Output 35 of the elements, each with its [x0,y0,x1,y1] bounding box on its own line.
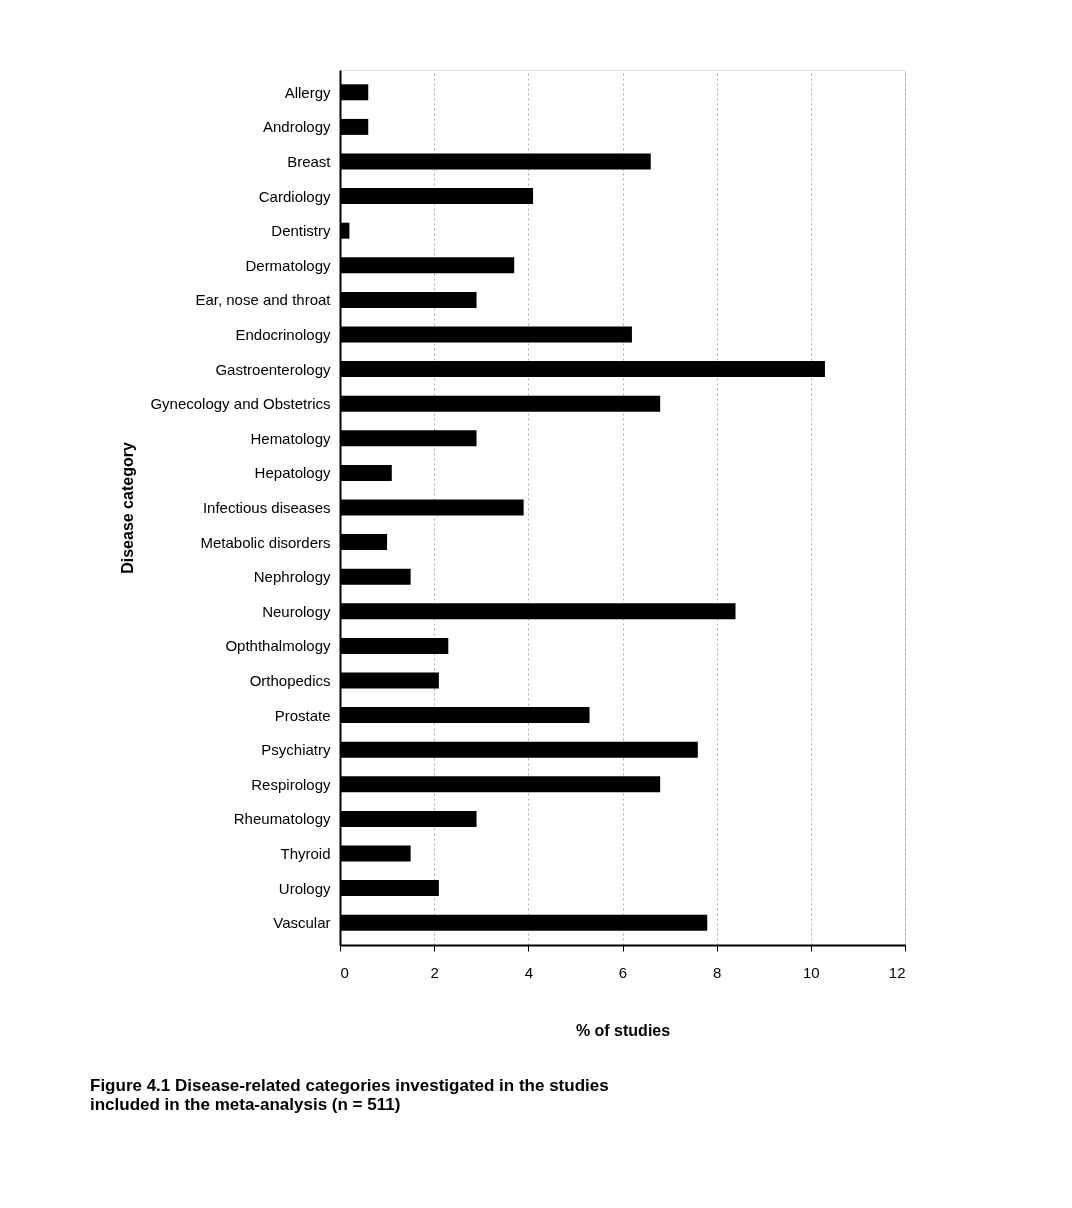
y-tick-label: Cardiology [258,187,331,205]
x-tick-label: 12 [888,963,906,981]
x-tick-label: 2 [430,963,439,981]
y-tick-label: Ear, nose and throat [195,291,332,309]
y-axis-title: Disease category [119,442,137,574]
x-tick-label: 8 [712,963,722,981]
y-tick-label: Rheumatology [233,810,331,828]
y-tick-label: Hematology [250,429,331,447]
y-tick-label: Orthopedics [249,672,331,689]
y-tick-label: Metabolic disorders [200,533,331,551]
y-tick-label: Gynecology and Obstetrics [150,395,331,413]
x-axis-title: % of studies [575,1021,671,1039]
x-tick-label: 4 [524,963,534,981]
x-tick-label: 10 [802,963,820,981]
y-tick-label: Dentistry [271,222,331,240]
y-tick-label: Infectious diseases [202,499,331,516]
caption: Figure 4.1 Disease-related categories investigated in the studies included in the meta-analysis (n = 511) [90,1076,609,1114]
x-tick-label: 6 [618,963,628,981]
y-tick-label: Endocrinology [235,326,331,343]
y-tick-label: Prostate [274,706,331,724]
y-tick-label: Allergy [284,83,331,101]
y-tick-label: Psychiatry [261,741,331,759]
y-tick-label: Respirology [251,775,331,793]
y-tick-label: Urology [278,879,331,897]
y-tick-label: Vascular [273,914,331,932]
y-tick-label: Dermatology [245,256,331,274]
y-tick-label: Opththalmology [225,637,331,655]
y-tick-label: Andrology [262,118,331,136]
y-tick-label: Gastroenterology [215,360,331,378]
x-tick-label: 0 [340,963,349,981]
y-tick-label: Nephrology [253,568,331,586]
y-tick-label: Thyroid [280,845,331,862]
y-tick-label: Hepatology [254,464,331,482]
y-tick-label: Breast [287,153,332,170]
y-tick-label: Neurology [262,602,331,620]
